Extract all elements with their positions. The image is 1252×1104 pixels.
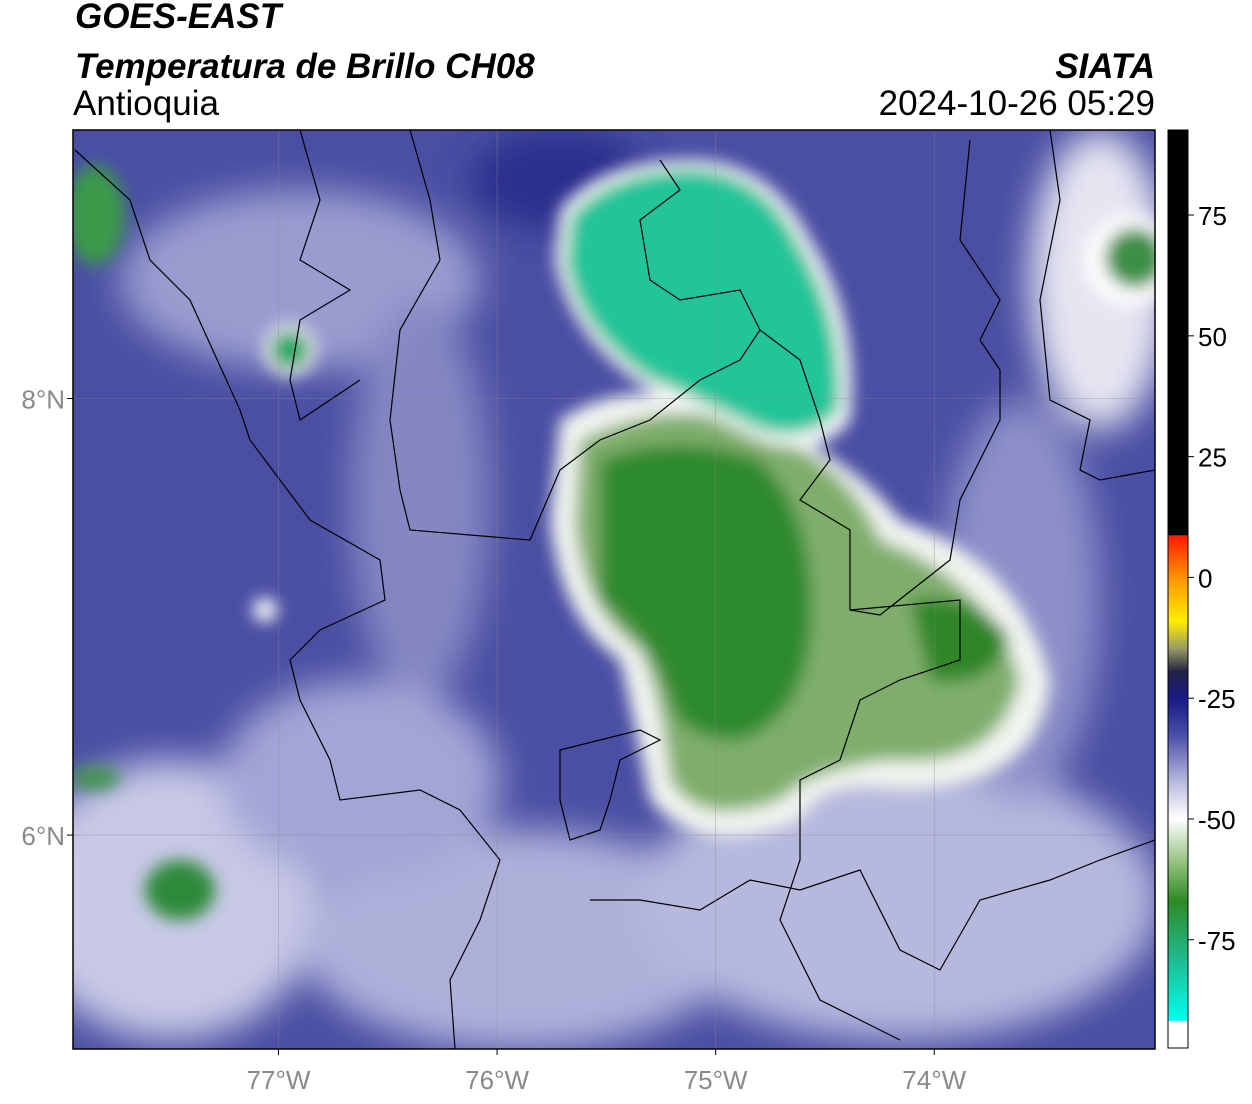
satellite-image xyxy=(73,130,1155,1049)
colorbar-tick-label: -75 xyxy=(1198,926,1236,956)
region: Antioquia xyxy=(73,84,219,123)
lat-tick-label: 8°N xyxy=(21,384,65,414)
colorbar-tick-label: 25 xyxy=(1198,443,1227,473)
colorbar-tick-label: 75 xyxy=(1198,201,1227,231)
lat-tick-label: 6°N xyxy=(21,821,65,851)
lon-tick-label: 77°W xyxy=(247,1065,311,1095)
map-frame xyxy=(72,129,1156,1050)
subtitle: Temperatura de Brillo CH08 xyxy=(75,47,535,86)
lon-tick-label: 76°W xyxy=(465,1065,529,1095)
title: GOES-EAST xyxy=(75,0,284,36)
colorbar-tick-label: -25 xyxy=(1198,684,1236,714)
lon-tick-label: 74°W xyxy=(902,1065,966,1095)
datetime: 2024-10-26 05:29 xyxy=(879,84,1155,123)
colorbar xyxy=(1167,129,1189,1049)
colorbar-tick-label: 50 xyxy=(1198,322,1227,352)
graticule xyxy=(73,130,1155,1049)
colorbar-tick-label: 0 xyxy=(1198,563,1212,593)
lon-tick-label: 75°W xyxy=(684,1065,748,1095)
source: SIATA xyxy=(1055,47,1155,86)
colorbar-tick-label: -50 xyxy=(1198,805,1236,835)
